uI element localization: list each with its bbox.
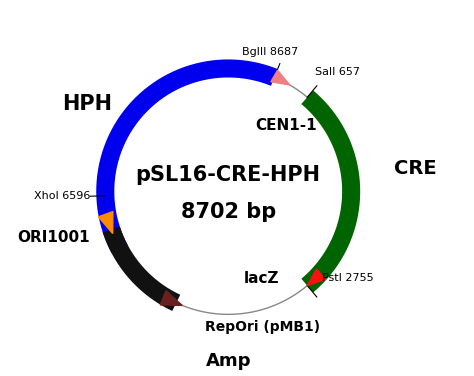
Text: BglII 8687: BglII 8687	[242, 47, 299, 57]
Polygon shape	[307, 269, 325, 286]
Text: 8702 bp: 8702 bp	[181, 202, 276, 222]
Text: XhoI 6596: XhoI 6596	[34, 191, 91, 201]
Text: pSL16-CRE-HPH: pSL16-CRE-HPH	[136, 165, 321, 185]
Polygon shape	[271, 70, 290, 85]
Text: Amp: Amp	[205, 352, 251, 370]
Text: CRE: CRE	[394, 159, 437, 177]
Text: ORI1001: ORI1001	[18, 230, 91, 245]
Polygon shape	[99, 212, 113, 233]
Polygon shape	[160, 291, 182, 305]
Text: HPH: HPH	[63, 94, 113, 114]
Text: SalI 657: SalI 657	[315, 67, 360, 77]
Polygon shape	[110, 229, 121, 245]
Text: lacZ: lacZ	[244, 271, 279, 286]
Polygon shape	[307, 272, 322, 286]
Text: PstI 2755: PstI 2755	[322, 273, 374, 283]
Text: CEN1-1: CEN1-1	[255, 118, 317, 133]
Text: RepOri (pMB1): RepOri (pMB1)	[204, 320, 319, 334]
Polygon shape	[258, 67, 274, 77]
